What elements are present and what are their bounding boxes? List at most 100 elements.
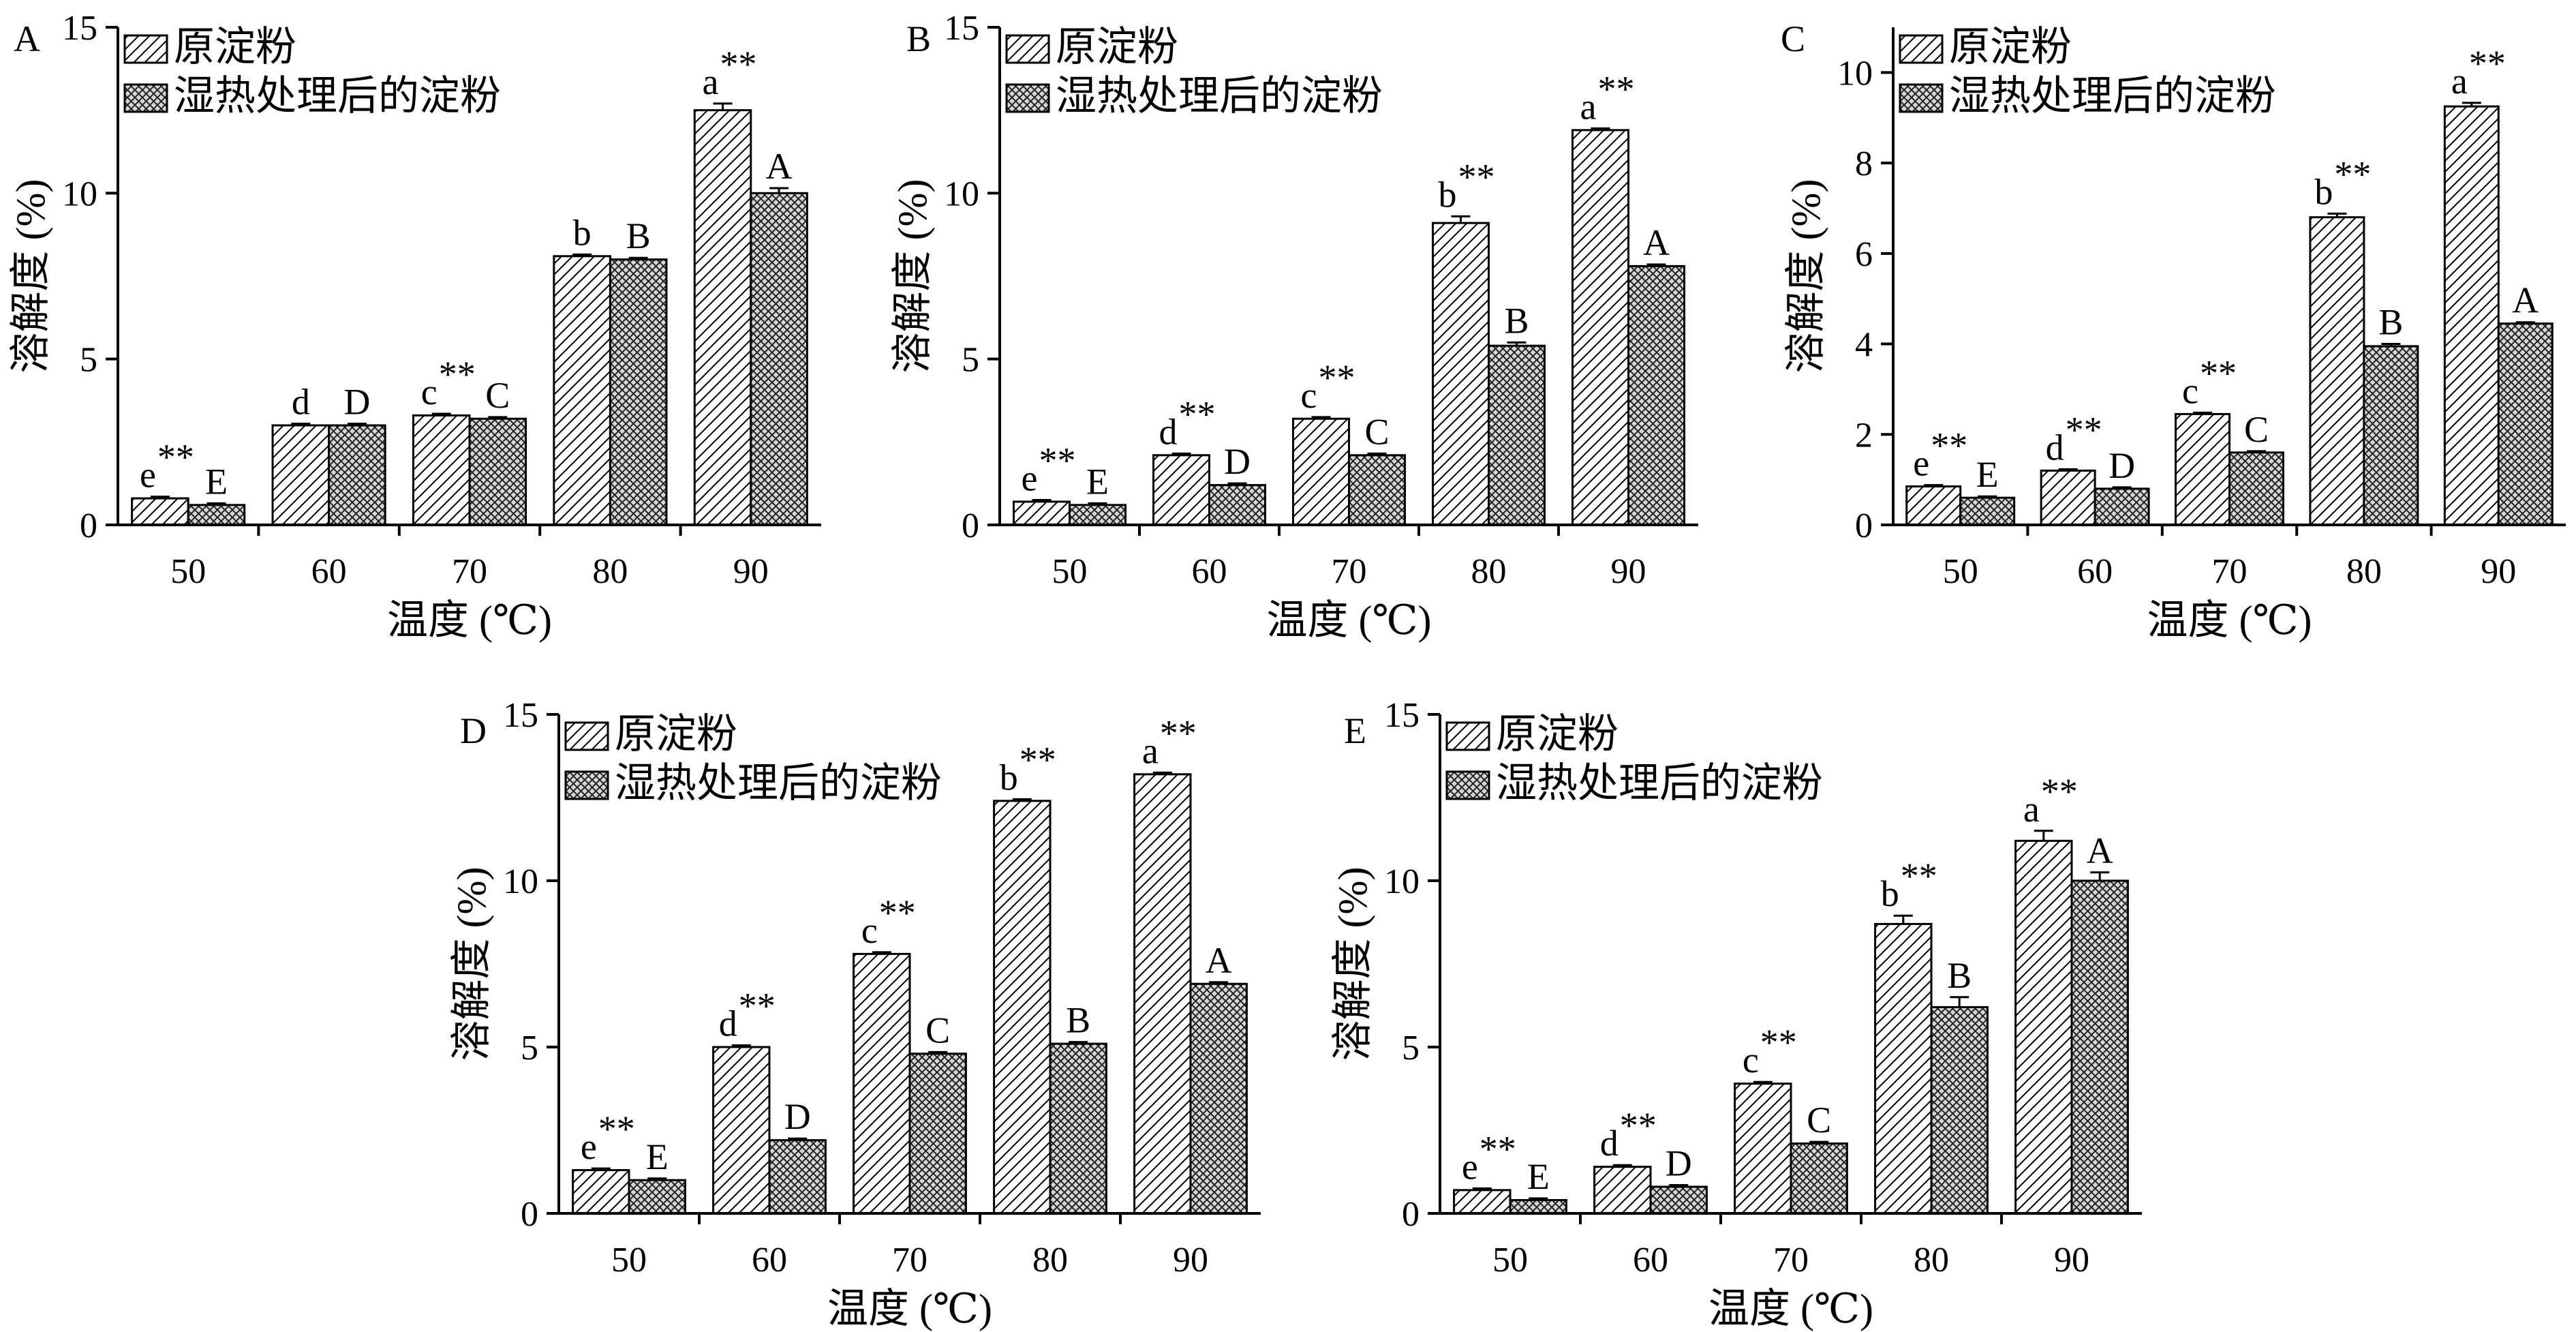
- x-tick-label: 90: [733, 552, 769, 591]
- bar-hmt-50: [1069, 504, 1126, 526]
- significance-stars: **: [2469, 43, 2506, 84]
- bar-original-80: [2309, 216, 2365, 526]
- y-tick-label: 6: [1855, 235, 1873, 274]
- legend-swatch-original: [564, 721, 609, 751]
- x-tick-label: 70: [1332, 552, 1367, 591]
- significance-letter: a: [2451, 61, 2468, 102]
- bar-original-70: [1292, 417, 1350, 526]
- bar-hmt-70: [2228, 451, 2284, 526]
- significance-letter: c: [421, 372, 438, 412]
- y-tick-label: 10: [1837, 54, 1873, 93]
- significance-letter: D: [2109, 445, 2135, 486]
- x-tick-label: 80: [1914, 1241, 1949, 1280]
- panel-letter: D: [460, 710, 487, 751]
- bar-hmt-70: [1790, 1142, 1848, 1215]
- panel-letter: E: [1344, 710, 1366, 751]
- significance-letter: d: [1600, 1123, 1619, 1164]
- x-tick-label: 80: [1471, 552, 1507, 591]
- bar-hmt-50: [187, 504, 246, 526]
- legend-label: 湿热处理后的淀粉: [1056, 74, 1383, 119]
- significance-stars: **: [2200, 352, 2237, 393]
- significance-letter: c: [2182, 370, 2198, 411]
- legend-swatch-hmt: [1899, 83, 1944, 113]
- bar-hmt-90: [1627, 264, 1685, 526]
- x-tick-label: 50: [1943, 552, 1978, 591]
- y-tick-label: 0: [962, 506, 979, 545]
- y-tick-label: 15: [944, 9, 979, 48]
- bar-original-50: [1453, 1189, 1512, 1215]
- x-tick-label: 90: [1173, 1241, 1208, 1280]
- legend-swatch-hmt: [1445, 770, 1490, 800]
- y-axis-title: 溶解度 (%): [1783, 179, 1828, 374]
- significance-stars: **: [439, 354, 476, 395]
- bar-original-80: [993, 800, 1052, 1215]
- significance-letter: C: [2244, 409, 2269, 450]
- legend-label: 湿热处理后的淀粉: [174, 74, 501, 119]
- panel-letter: B: [906, 18, 931, 59]
- bar-original-70: [2175, 412, 2231, 526]
- x-tick-label: 60: [2077, 552, 2113, 591]
- y-tick-label: 0: [1402, 1195, 1420, 1234]
- bar-original-90: [2443, 105, 2500, 526]
- x-tick-label: 70: [452, 552, 487, 591]
- bar-original-80: [1432, 222, 1490, 526]
- x-tick-label: 50: [170, 552, 206, 591]
- significance-letter: D: [1666, 1143, 1692, 1184]
- significance-stars: **: [1760, 1022, 1797, 1063]
- y-tick-label: 10: [62, 175, 97, 213]
- significance-letter: b: [573, 212, 592, 253]
- legend-label: 原淀粉: [1949, 25, 2072, 70]
- bar-original-50: [1013, 500, 1071, 526]
- significance-letter: e: [581, 1126, 597, 1167]
- significance-stars: **: [1901, 856, 1937, 896]
- bar-hmt-80: [1930, 1005, 1989, 1215]
- significance-letter: e: [140, 455, 156, 496]
- significance-letter: a: [703, 61, 719, 102]
- bar-hmt-50: [628, 1179, 686, 1215]
- x-tick-label: 50: [1492, 1241, 1528, 1280]
- significance-letter: B: [1504, 300, 1529, 341]
- significance-letter: E: [646, 1136, 669, 1177]
- bar-original-70: [853, 952, 911, 1215]
- significance-letter: E: [205, 461, 228, 502]
- significance-stars: **: [1039, 440, 1076, 481]
- significance-letter: C: [1807, 1100, 1831, 1140]
- y-tick-label: 0: [80, 506, 97, 545]
- y-axis-title: 溶解度 (%): [890, 179, 935, 374]
- significance-letter: d: [719, 1003, 737, 1044]
- x-tick-label: 50: [611, 1241, 647, 1280]
- significance-letter: E: [1086, 461, 1109, 502]
- bar-original-50: [1905, 485, 1962, 526]
- x-axis-title: 温度 (℃): [387, 598, 552, 643]
- y-tick-label: 2: [1855, 416, 1873, 455]
- x-tick-label: 60: [311, 552, 347, 591]
- significance-letter: A: [2512, 280, 2539, 321]
- bar-hmt-50: [1509, 1198, 1567, 1215]
- significance-stars: **: [1179, 393, 1216, 434]
- x-axis-title: 温度 (℃): [827, 1286, 992, 1331]
- legend-swatch-original: [1005, 34, 1050, 64]
- significance-letter: C: [925, 1010, 950, 1050]
- x-axis-title: 温度 (℃): [1266, 598, 1431, 643]
- bar-hmt-80: [1488, 344, 1546, 526]
- significance-letter: D: [784, 1096, 811, 1137]
- bar-original-90: [693, 109, 752, 526]
- significance-letter: B: [2378, 302, 2403, 343]
- bar-hmt-60: [1649, 1185, 1708, 1215]
- significance-stars: **: [1620, 1105, 1657, 1146]
- y-tick-label: 0: [1855, 506, 1873, 545]
- significance-letter: e: [1462, 1146, 1478, 1187]
- bar-hmt-70: [1348, 454, 1406, 526]
- legend-label: 原淀粉: [1056, 25, 1178, 70]
- significance-letter: c: [861, 910, 878, 951]
- x-tick-label: 80: [592, 552, 628, 591]
- x-tick-label: 90: [2481, 552, 2516, 591]
- significance-letter: D: [343, 382, 370, 423]
- significance-stars: **: [739, 986, 776, 1027]
